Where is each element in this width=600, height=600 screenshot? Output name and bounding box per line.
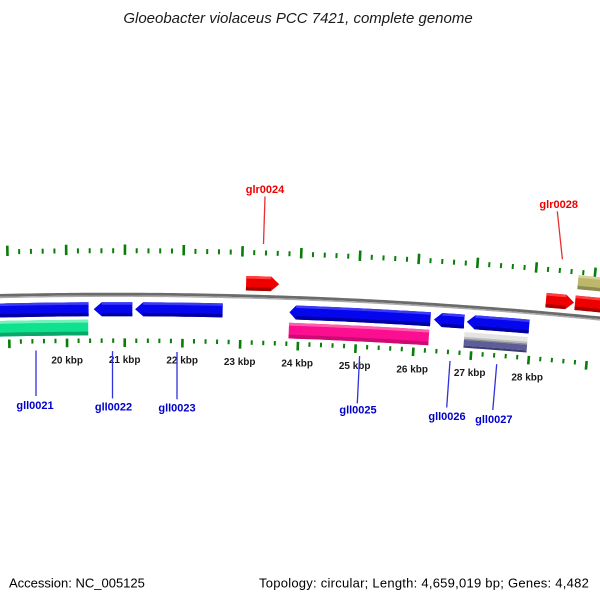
svg-text:gll0027: gll0027 (475, 414, 512, 426)
svg-text:Gloeobacter violaceus PCC 7421: Gloeobacter violaceus PCC 7421, complete… (123, 10, 472, 27)
svg-text:27 kbp: 27 kbp (454, 368, 486, 379)
svg-text:25 kbp: 25 kbp (339, 361, 371, 372)
svg-text:20 kbp: 20 kbp (51, 355, 83, 366)
svg-text:gll0023: gll0023 (158, 402, 195, 414)
svg-text:Topology: circular; Length: 4,: Topology: circular; Length: 4,659,019 bp… (259, 576, 589, 591)
svg-text:22 kbp: 22 kbp (166, 356, 198, 367)
svg-text:gll0025: gll0025 (339, 405, 376, 417)
svg-text:gll0021: gll0021 (16, 400, 53, 412)
svg-text:24 kbp: 24 kbp (281, 359, 313, 370)
svg-text:gll0022: gll0022 (95, 401, 132, 413)
svg-text:28 kbp: 28 kbp (511, 373, 543, 384)
svg-text:glr0028: glr0028 (539, 199, 578, 211)
svg-text:21 kbp: 21 kbp (109, 355, 141, 366)
svg-text:26 kbp: 26 kbp (396, 364, 428, 375)
svg-text:Accession: NC_005125: Accession: NC_005125 (9, 576, 145, 591)
svg-text:glr0024: glr0024 (246, 184, 285, 196)
svg-text:23 kbp: 23 kbp (224, 357, 256, 368)
svg-text:gll0026: gll0026 (428, 411, 465, 423)
